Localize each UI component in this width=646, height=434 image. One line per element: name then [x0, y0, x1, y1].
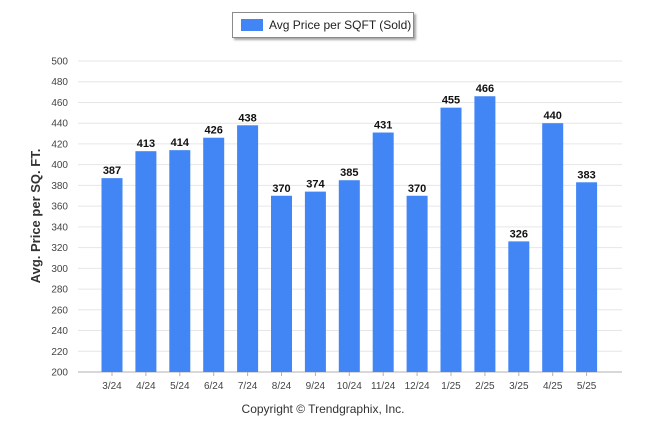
x-tick-label: 11/24	[371, 381, 396, 392]
legend-swatch	[241, 19, 263, 31]
bar[interactable]	[542, 123, 564, 372]
x-tick-label: 6/24	[204, 381, 224, 392]
legend[interactable]: Avg Price per SQFT (Sold)	[232, 12, 414, 38]
x-tick-label: 8/24	[272, 381, 292, 392]
data-label: 466	[476, 83, 494, 95]
y-tick-label: 480	[51, 77, 68, 88]
copyright-text: Copyright © Trendgraphix, Inc.	[241, 402, 405, 416]
x-tick-label: 5/24	[170, 381, 190, 392]
y-tick-label: 460	[51, 98, 68, 109]
data-label: 438	[238, 112, 256, 124]
bar[interactable]	[474, 96, 496, 372]
y-tick-label: 260	[51, 305, 68, 316]
bar[interactable]	[304, 191, 326, 372]
bar[interactable]	[338, 180, 360, 372]
data-label: 413	[137, 138, 155, 150]
x-tick-label: 1/25	[441, 381, 461, 392]
bar[interactable]	[271, 195, 292, 372]
data-label: 387	[103, 165, 121, 177]
y-tick-label: 420	[51, 139, 68, 150]
bar[interactable]	[237, 125, 259, 372]
bars	[101, 96, 598, 373]
bar[interactable]	[406, 195, 428, 372]
y-tick-label: 500	[51, 57, 68, 68]
x-tick-label: 9/24	[306, 381, 326, 392]
data-label: 370	[408, 183, 426, 195]
data-label: 374	[306, 179, 325, 191]
data-labels: 387 413 414 426 438 370 374 385 431 370 455 466 326 4…	[103, 83, 596, 240]
bar[interactable]	[169, 150, 191, 372]
data-label: 385	[340, 167, 358, 179]
y-tick-label: 220	[51, 347, 68, 358]
data-label: 414	[171, 137, 190, 149]
x-tick-label: 4/24	[136, 381, 156, 392]
x-tick-label: 7/24	[238, 381, 258, 392]
x-axis-ticks: 3/24 4/24 5/24 6/24 7/24 8/24 9/24 10/24 11/24 12…	[102, 372, 597, 392]
bar[interactable]	[508, 241, 530, 372]
data-label: 426	[205, 125, 223, 137]
y-tick-label: 400	[51, 160, 68, 171]
data-label: 370	[272, 183, 290, 195]
x-tick-label: 3/24	[102, 381, 122, 392]
data-label: 440	[544, 110, 562, 122]
bar[interactable]	[101, 178, 123, 372]
x-tick-label: 5/25	[577, 381, 597, 392]
bar[interactable]	[203, 137, 225, 372]
bar[interactable]	[576, 182, 598, 372]
y-tick-label: 280	[51, 285, 68, 296]
x-tick-label: 4/25	[543, 381, 563, 392]
y-axis-ticks: 200 220 240 260 280 300 320 340 360 380 400 420 440 4…	[51, 57, 68, 379]
bar[interactable]	[135, 151, 157, 372]
y-tick-label: 300	[51, 264, 68, 275]
data-label: 383	[577, 169, 595, 181]
y-tick-label: 360	[51, 202, 68, 213]
data-label: 455	[442, 95, 460, 107]
y-tick-label: 340	[51, 222, 68, 233]
x-tick-label: 10/24	[337, 381, 362, 392]
y-axis-label: Avg. Price per SQ. FT.	[28, 149, 43, 284]
bar[interactable]	[440, 107, 462, 373]
y-tick-label: 200	[51, 368, 68, 379]
legend-label: Avg Price per SQFT (Sold)	[269, 18, 412, 32]
data-label: 431	[374, 120, 392, 132]
y-tick-label: 440	[51, 119, 68, 130]
y-tick-label: 320	[51, 243, 68, 254]
x-tick-label: 3/25	[509, 381, 529, 392]
x-tick-label: 12/24	[405, 381, 430, 392]
data-label: 326	[510, 228, 528, 240]
y-tick-label: 240	[51, 326, 68, 337]
bar[interactable]	[372, 132, 394, 372]
x-tick-label: 2/25	[475, 381, 495, 392]
y-tick-label: 380	[51, 181, 68, 192]
